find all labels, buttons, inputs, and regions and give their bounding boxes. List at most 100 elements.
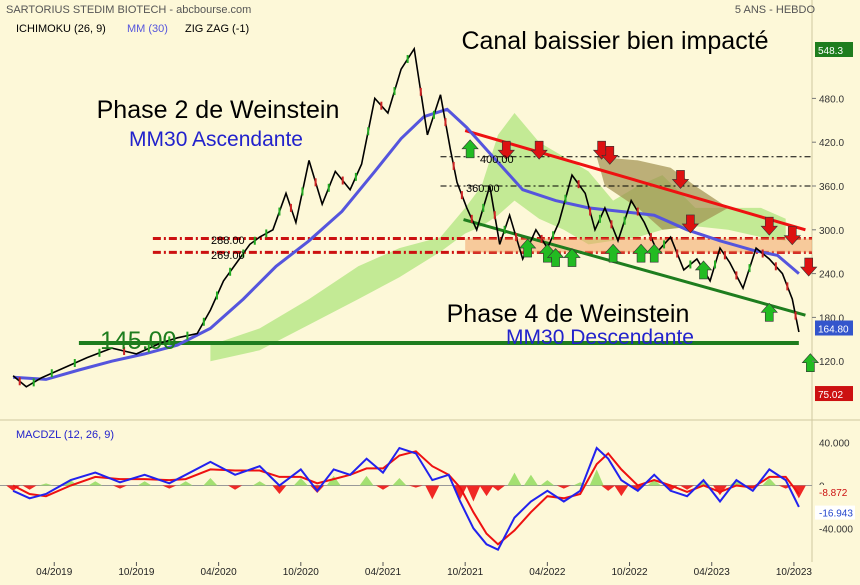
price-badge [815, 320, 853, 336]
macd-histogram-bar [137, 481, 152, 486]
macd-histogram-bar [540, 480, 555, 486]
x-tick-label: 04/2023 [694, 567, 731, 578]
macd-tick-label: -40.000 [819, 524, 853, 535]
macd-histogram-bar [203, 477, 218, 486]
macd-histogram-bar [359, 475, 374, 486]
cloud-band [210, 113, 786, 362]
x-tick-label: 04/2021 [365, 567, 402, 578]
macd-histogram-bar [228, 485, 243, 490]
macd-badge [815, 484, 855, 499]
macd-tick-label: 40.000 [819, 439, 850, 450]
indicator-label-zigzag: ZIG ZAG (-1) [185, 23, 249, 35]
price-tick-label: 420.0 [819, 138, 844, 149]
macd-histogram-bar [491, 485, 506, 491]
price-badge [815, 42, 853, 57]
arrow-up-icon [645, 243, 663, 263]
arrow-down-icon [497, 140, 515, 160]
macd-histogram-bar [272, 485, 287, 495]
arrow-down-icon [800, 257, 818, 277]
arrow-up-icon [546, 248, 565, 267]
macd-histogram-bar [589, 469, 604, 486]
channel-lower-line [463, 218, 806, 317]
channel-upper-line [464, 129, 806, 232]
arrow-up-icon [518, 238, 537, 258]
arrow-down-icon [681, 214, 700, 234]
period-label: 5 ANS - HEBDO [735, 4, 816, 16]
arrow-up-icon [461, 139, 479, 159]
signal-arrows [461, 139, 820, 372]
arrow-up-icon [760, 302, 778, 322]
price-y-axis: 120.0 180.0 240.0 300.0 360.0 420.0 480.0 [812, 94, 844, 368]
macd-histogram-bar [712, 485, 727, 496]
level-label-269: 269.00 [211, 250, 245, 262]
level-label-400: 400.00 [480, 154, 514, 166]
price-series-group [12, 46, 800, 388]
x-tick-label: 04/2020 [201, 567, 238, 578]
chart-title: SARTORIUS STEDIM BIOTECH - abcbourse.com [6, 4, 251, 16]
macd-badge-label: -16.943 [819, 509, 853, 520]
price-tick-label: 480.0 [819, 94, 844, 105]
arrow-up-icon [604, 243, 622, 263]
x-tick-label: 04/2022 [529, 567, 566, 578]
macd-histogram-bar [293, 477, 308, 486]
macd-line [12, 446, 800, 552]
arrow-down-icon [530, 140, 548, 160]
macd-panel: 40.0000-40.000-8.872-16.943 [0, 439, 855, 552]
macd-histogram-bar [252, 481, 267, 486]
macd-histogram-bar [479, 485, 494, 497]
phase2-title: Phase 2 de Weinstein [97, 96, 340, 124]
x-tick-label: 10/2019 [118, 567, 155, 578]
price-badge-label: 548.3 [818, 46, 843, 57]
macd-histogram-bar [762, 477, 777, 486]
price-tick-label: 120.0 [819, 357, 844, 368]
phase4-title: Phase 4 de Weinstein [447, 300, 690, 328]
macd-histogram-bar [178, 481, 193, 486]
macd-histogram-bar [39, 483, 54, 486]
macd-histogram-bar [573, 482, 588, 486]
arrow-down-icon [671, 170, 690, 189]
macd-histogram-bar [466, 485, 481, 502]
macd-histogram-bar [162, 485, 177, 489]
macd-histogram-bar [392, 477, 407, 486]
arrow-up-icon [801, 353, 820, 372]
arrow-up-icon [563, 248, 581, 267]
macd-histogram-bar [453, 485, 468, 500]
macd-histogram-bar [22, 485, 37, 490]
arrow-down-icon [760, 216, 778, 236]
price-badge-label: 75.02 [818, 390, 843, 401]
price-badge [815, 386, 853, 402]
macd-histogram-bar [425, 485, 440, 500]
macd-histogram-bar [326, 475, 341, 486]
macd-badge [815, 505, 855, 520]
phase2-subtitle: MM30 Ascendante [129, 128, 303, 151]
x-tick-label: 10/2023 [776, 567, 813, 578]
macd-histogram-bar [614, 485, 629, 497]
price-tick-label: 300.0 [819, 226, 844, 237]
macd-histogram-bar [680, 485, 695, 490]
indicator-label-ichimoku: ICHIMOKU (26, 9) [16, 23, 106, 35]
macd-title: MACDZL (12, 26, 9) [16, 429, 114, 441]
macd-histogram-bar [523, 474, 538, 486]
descending-channel [463, 129, 806, 317]
macd-histogram-bar [647, 480, 662, 486]
macd-badge-label: -8.872 [819, 488, 848, 499]
x-tick-label: 04/2019 [36, 567, 73, 578]
indicator-label-mm: MM (30) [127, 23, 168, 35]
macd-histogram-bar [601, 485, 616, 491]
level-label-360: 360.00 [466, 183, 500, 195]
price-badge-label: 164.80 [818, 324, 849, 335]
macd-histogram-bar [88, 481, 103, 486]
price-tick-label: 180.0 [819, 313, 844, 324]
x-tick-label: 10/2022 [611, 567, 648, 578]
macd-histogram-bar [375, 485, 390, 490]
price-badges: 548.3 164.80 75.02 [815, 42, 853, 402]
macd-histogram-bar [408, 485, 423, 488]
x-tick-label: 10/2020 [283, 567, 320, 578]
arrow-up-icon [694, 260, 713, 280]
price-tick-label: 240.0 [819, 270, 844, 281]
arrow-down-icon [783, 226, 801, 246]
macd-histogram-bar [507, 472, 522, 486]
phase4-subtitle: MM30 Descendante [506, 326, 694, 349]
